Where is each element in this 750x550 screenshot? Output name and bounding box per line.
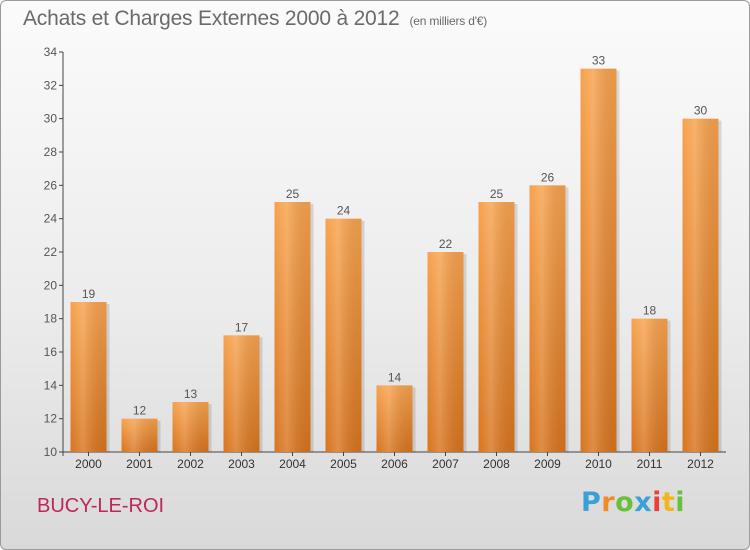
bar-highlight: [682, 118, 719, 453]
x-tick-label-2000: 2000: [75, 457, 102, 471]
bar-highlight: [580, 68, 617, 453]
value-label-2002: 13: [184, 387, 198, 401]
commune-name: BUCY-LE-ROI: [37, 495, 165, 517]
bar-highlight: [376, 385, 413, 452]
x-tick-label-2011: 2011: [637, 457, 663, 471]
x-tick-label-2006: 2006: [381, 457, 408, 471]
value-label-2004: 25: [286, 187, 300, 201]
bar-highlight: [70, 302, 107, 452]
x-tick-label-2009: 2009: [534, 457, 561, 471]
y-tick-label: 18: [44, 312, 58, 326]
x-tick-label-2002: 2002: [177, 457, 204, 471]
chart-title-text: Achats et Charges Externes 2000 à 2012: [23, 7, 400, 30]
bar-highlight: [223, 335, 260, 452]
value-label-2009: 26: [541, 170, 555, 184]
x-tick-label-2008: 2008: [483, 457, 510, 471]
logo-letter: t: [661, 487, 676, 518]
y-tick-label: 10: [44, 445, 58, 459]
y-tick-label: 12: [44, 412, 58, 426]
logo-letter: x: [634, 487, 653, 518]
logo-letter: i: [675, 487, 686, 518]
bar-highlight: [427, 252, 464, 452]
logo-letter: r: [601, 487, 616, 518]
value-label-2007: 22: [439, 237, 453, 251]
logo-letter: o: [615, 487, 635, 518]
bar-highlight: [274, 202, 311, 452]
bar-highlight: [529, 185, 566, 453]
chart-subtitle: (en milliers d'€): [409, 14, 488, 28]
y-tick-label: 16: [44, 345, 58, 359]
proxiti-logo[interactable]: Proxiti: [581, 487, 685, 518]
bar-highlight: [121, 418, 158, 452]
y-tick-label: 24: [44, 212, 58, 226]
y-tick-label: 22: [44, 245, 58, 259]
x-tick-label-2012: 2012: [687, 457, 714, 471]
logo-letter: P: [581, 487, 602, 518]
value-label-2011: 18: [643, 304, 657, 318]
x-tick-label-2007: 2007: [432, 457, 459, 471]
x-tick-label-2005: 2005: [330, 457, 357, 471]
x-tick-label-2010: 2010: [585, 457, 612, 471]
y-tick-label: 32: [44, 78, 58, 92]
y-tick-label: 14: [44, 378, 58, 392]
chart-bars: [70, 68, 722, 453]
bar-highlight: [172, 402, 209, 452]
x-tick-label-2001: 2001: [126, 457, 153, 471]
bar-highlight: [478, 202, 515, 452]
logo-letter: i: [652, 487, 662, 518]
y-tick-label: 30: [44, 112, 58, 126]
chart-title: Achats et Charges Externes 2000 à 2012 (e…: [23, 7, 487, 31]
y-tick-label: 28: [44, 145, 58, 159]
value-label-2001: 12: [133, 404, 147, 418]
value-label-2010: 33: [592, 54, 606, 68]
y-tick-label: 34: [44, 45, 58, 59]
value-label-2008: 25: [490, 187, 504, 201]
chart-labels: 19 2000 12 2001 13 2002 17 2003 25 2004 24 2005 14 20…: [75, 54, 714, 471]
x-tick-label-2003: 2003: [228, 457, 255, 471]
y-tick-label: 20: [44, 278, 58, 292]
value-label-2006: 14: [388, 370, 402, 384]
value-label-2005: 24: [337, 204, 351, 218]
value-label-2003: 17: [235, 320, 249, 334]
bar-highlight: [325, 218, 362, 452]
y-tick-label: 26: [44, 178, 58, 192]
bar-highlight: [631, 318, 668, 452]
value-label-2012: 30: [694, 104, 708, 118]
x-tick-label-2004: 2004: [279, 457, 306, 471]
value-label-2000: 19: [82, 287, 96, 301]
